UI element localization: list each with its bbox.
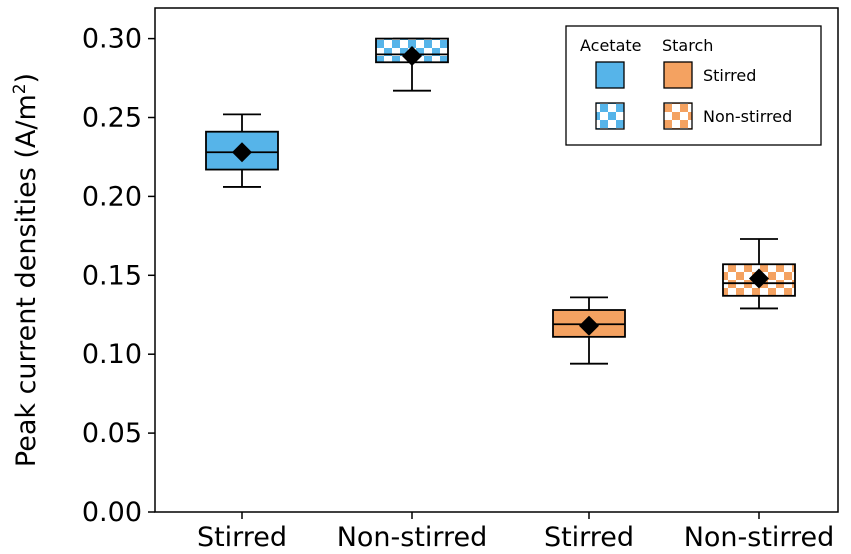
legend-label-non-stirred: Non-stirred [703, 107, 792, 126]
y-axis: 0.00 0.05 0.10 0.15 0.20 0.25 0.30 [82, 24, 155, 528]
legend: Acetate Starch Stirred Non-stirred [565, 25, 822, 146]
legend-header-acetate: Acetate [580, 36, 642, 55]
x-tick-label: Stirred [544, 522, 634, 553]
legend-swatch-starch-stirred [663, 61, 693, 89]
legend-label-stirred: Stirred [703, 66, 756, 85]
box-acetate-non-stirred [375, 37, 449, 92]
y-tick-label: 0.00 [82, 497, 142, 528]
x-tick-label: Non-stirred [684, 522, 835, 553]
y-axis-label-superscript: 2 [10, 83, 30, 94]
box-acetate-stirred [205, 113, 279, 188]
y-axis-label-suffix: ) [11, 73, 42, 84]
x-tick-label: Stirred [197, 522, 287, 553]
y-tick-label: 0.10 [82, 339, 142, 370]
mean-marker [402, 45, 422, 66]
boxes-group [205, 37, 796, 365]
mean-marker [232, 142, 252, 163]
y-tick-label: 0.15 [82, 260, 142, 291]
plot-frame [154, 7, 839, 513]
y-tick-label: 0.20 [82, 181, 142, 212]
mean-marker [749, 268, 769, 289]
y-tick-label: 0.05 [82, 418, 142, 449]
legend-swatch-acetate-stirred [595, 61, 625, 89]
y-tick-label: 0.30 [82, 24, 142, 55]
legend-swatch-acetate-non-stirred [595, 102, 625, 130]
x-tick-label: Non-stirred [337, 522, 488, 553]
y-tick-label: 0.25 [82, 103, 142, 134]
legend-header-starch: Starch [662, 36, 713, 55]
box-starch-non-stirred [722, 238, 796, 310]
x-axis: Stirred Non-stirred Stirred Non-stirred [197, 512, 834, 553]
y-axis-label: Peak current densities (A/m2) [10, 73, 42, 467]
box-starch-stirred [552, 296, 626, 365]
mean-marker [579, 315, 599, 336]
y-axis-label-main: Peak current densities (A/m [11, 94, 42, 467]
legend-swatch-starch-non-stirred [663, 102, 693, 130]
